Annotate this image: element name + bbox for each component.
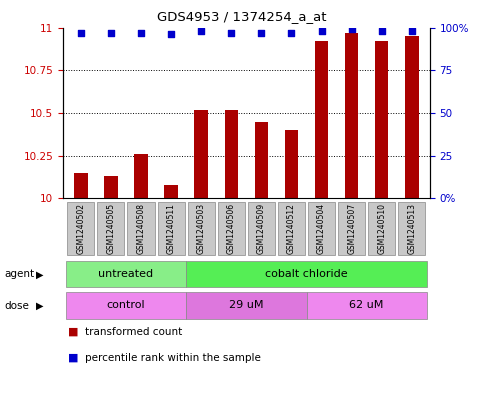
- Bar: [315, 41, 328, 198]
- Text: GSM1240507: GSM1240507: [347, 203, 356, 254]
- Text: ▶: ▶: [36, 301, 44, 311]
- Point: [137, 29, 145, 36]
- FancyBboxPatch shape: [218, 202, 245, 255]
- Text: ▶: ▶: [36, 269, 44, 279]
- Point: [378, 28, 385, 34]
- Bar: [405, 36, 419, 198]
- FancyBboxPatch shape: [248, 202, 275, 255]
- Text: ■: ■: [68, 353, 78, 363]
- Point: [408, 28, 416, 34]
- Text: GSM1240511: GSM1240511: [167, 203, 176, 254]
- Point: [348, 26, 355, 32]
- Text: GSM1240505: GSM1240505: [106, 203, 115, 254]
- Text: GSM1240510: GSM1240510: [377, 203, 386, 254]
- Text: GSM1240504: GSM1240504: [317, 203, 326, 254]
- Point: [77, 29, 85, 36]
- Text: GDS4953 / 1374254_a_at: GDS4953 / 1374254_a_at: [157, 10, 326, 23]
- Text: GSM1240506: GSM1240506: [227, 203, 236, 254]
- Bar: [134, 154, 148, 198]
- Point: [257, 29, 265, 36]
- Text: percentile rank within the sample: percentile rank within the sample: [85, 353, 260, 363]
- FancyBboxPatch shape: [338, 202, 365, 255]
- Text: untreated: untreated: [99, 268, 154, 279]
- FancyBboxPatch shape: [308, 202, 335, 255]
- Text: GSM1240508: GSM1240508: [137, 203, 145, 254]
- FancyBboxPatch shape: [67, 202, 94, 255]
- Point: [287, 29, 295, 36]
- Text: control: control: [107, 300, 145, 310]
- Bar: [255, 121, 268, 198]
- Bar: [164, 185, 178, 198]
- Bar: [284, 130, 298, 198]
- Point: [167, 31, 175, 37]
- FancyBboxPatch shape: [278, 202, 305, 255]
- Text: 29 uM: 29 uM: [229, 300, 264, 310]
- Bar: [195, 110, 208, 198]
- Text: dose: dose: [5, 301, 30, 311]
- Text: GSM1240509: GSM1240509: [257, 203, 266, 254]
- Point: [107, 29, 115, 36]
- Bar: [345, 33, 358, 198]
- Bar: [225, 110, 238, 198]
- FancyBboxPatch shape: [307, 292, 427, 319]
- FancyBboxPatch shape: [398, 202, 426, 255]
- FancyBboxPatch shape: [128, 202, 155, 255]
- Text: GSM1240512: GSM1240512: [287, 203, 296, 254]
- Point: [227, 29, 235, 36]
- FancyBboxPatch shape: [186, 292, 307, 319]
- FancyBboxPatch shape: [66, 292, 186, 319]
- Text: GSM1240513: GSM1240513: [407, 203, 416, 254]
- FancyBboxPatch shape: [157, 202, 185, 255]
- Text: agent: agent: [5, 269, 35, 279]
- Bar: [74, 173, 87, 198]
- FancyBboxPatch shape: [188, 202, 215, 255]
- Text: ■: ■: [68, 327, 78, 337]
- Text: GSM1240503: GSM1240503: [197, 203, 206, 254]
- Text: cobalt chloride: cobalt chloride: [265, 268, 348, 279]
- Point: [318, 28, 326, 34]
- Point: [198, 28, 205, 34]
- Text: 62 uM: 62 uM: [350, 300, 384, 310]
- Bar: [104, 176, 118, 198]
- FancyBboxPatch shape: [98, 202, 125, 255]
- FancyBboxPatch shape: [368, 202, 395, 255]
- Bar: [375, 41, 388, 198]
- Text: GSM1240502: GSM1240502: [76, 203, 85, 254]
- FancyBboxPatch shape: [66, 261, 186, 287]
- FancyBboxPatch shape: [186, 261, 427, 287]
- Text: transformed count: transformed count: [85, 327, 182, 337]
